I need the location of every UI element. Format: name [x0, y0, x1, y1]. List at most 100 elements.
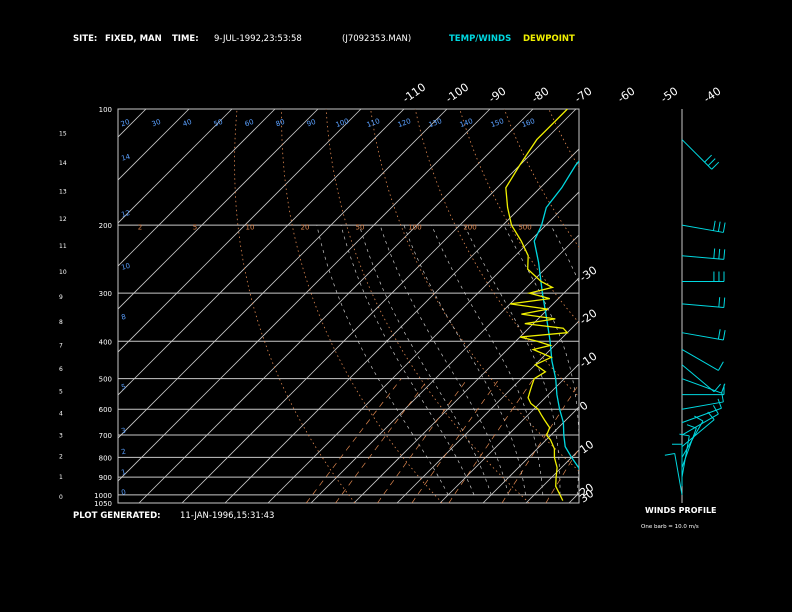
dewpoint-profile — [505, 109, 569, 501]
pressure-label-300: 300 — [99, 290, 112, 298]
barb-feather — [717, 329, 721, 340]
temperature-profile — [533, 160, 579, 471]
moist-adiabat — [316, 225, 449, 495]
barb-feather — [717, 221, 721, 232]
height-label-km: 14 — [120, 153, 131, 163]
adiabat-label-40: 40 — [182, 118, 193, 129]
wind-barb — [682, 384, 725, 396]
time-value: 9-JUL-1992,23:53:58 — [214, 34, 302, 44]
moist-adiabat — [503, 224, 579, 495]
pressure-label-700: 700 — [99, 432, 112, 440]
adiabat-label-30: 30 — [151, 118, 162, 129]
isotherm — [396, 320, 579, 503]
height-label-km: 0 — [120, 488, 126, 497]
mixing-ratio-line — [545, 447, 579, 503]
height-tick-4: 4 — [59, 411, 63, 418]
legend-dewpoint: DEWPOINT — [523, 34, 575, 44]
wind-barb — [681, 139, 720, 170]
height-label-km: 2 — [120, 447, 126, 456]
isotherm — [310, 234, 579, 503]
barb-feather — [707, 411, 715, 420]
winds-scale-note: One barb = 10.0 m/s — [641, 524, 699, 530]
height-tick-3: 3 — [59, 432, 63, 439]
barb-shaft — [681, 224, 724, 233]
file-name: (J7092353.MAN) — [342, 34, 411, 44]
wind-barbs — [664, 139, 726, 495]
barb-feather — [694, 415, 704, 422]
wind-barb — [681, 398, 722, 424]
legend-temp-winds: TEMP/WINDS — [449, 34, 511, 44]
barb-shaft — [681, 378, 722, 394]
height-tick-5: 5 — [59, 389, 63, 396]
barb-feather — [679, 433, 690, 437]
mixing-ratio-label-2: 2 — [138, 223, 142, 231]
dry-adiabat — [281, 109, 443, 503]
isotherm — [118, 109, 448, 439]
barb-feather — [723, 249, 726, 260]
mixing-ratio-line — [501, 383, 579, 503]
time-label: TIME: — [172, 34, 199, 44]
height-label-km: 12 — [120, 209, 131, 219]
grid-layer — [118, 109, 579, 503]
barb-feather — [712, 220, 716, 231]
mixing-ratio-label-500: 500 — [518, 223, 531, 231]
winds-profile-title: WINDS PROFILE — [645, 506, 717, 515]
wind-barb — [682, 271, 725, 283]
moist-adiabat — [340, 225, 475, 495]
isotherm — [118, 109, 319, 310]
barb-feather — [718, 297, 721, 308]
barb-feather — [713, 248, 716, 259]
barb-feather — [711, 161, 720, 170]
barb-feather — [723, 297, 726, 308]
height-tick-12: 12 — [59, 216, 67, 223]
barb-shaft — [681, 255, 724, 260]
barb-shaft — [681, 349, 719, 371]
isotherm — [224, 148, 579, 503]
moist-adiabat — [464, 224, 561, 495]
barb-feather — [712, 405, 719, 415]
mixing-ratio-label-200: 200 — [463, 223, 476, 231]
pressure-label-900: 900 — [99, 474, 112, 482]
adiabat-label-20: 20 — [120, 118, 131, 129]
mixing-ratio-label-100: 100 — [408, 223, 421, 231]
wind-barb — [664, 452, 683, 495]
adiabat-label-60: 60 — [244, 118, 255, 129]
barb-feather — [721, 392, 724, 403]
barb-feather — [717, 398, 722, 409]
height-tick-9: 9 — [59, 294, 63, 301]
isotherm — [118, 109, 491, 482]
isotherm — [138, 109, 534, 503]
adiabat-label-80: 80 — [275, 118, 286, 129]
barb-shaft — [681, 332, 724, 341]
isotherm — [118, 109, 276, 267]
barb-shaft — [681, 139, 713, 170]
isotherm — [118, 109, 362, 353]
wind-barb — [681, 248, 726, 260]
height-tick-0: 0 — [59, 494, 63, 501]
barb-shaft — [681, 303, 724, 309]
mixing-ratio-label-10: 10 — [246, 223, 255, 231]
height-label-km: 5 — [120, 383, 126, 392]
barb-feather — [717, 361, 724, 371]
plot-generated-value: 11-JAN-1996,15:31:43 — [180, 511, 274, 521]
pressure-label-1000: 1000 — [94, 492, 112, 500]
pressure-label-600: 600 — [99, 406, 112, 414]
wind-barb — [681, 220, 726, 233]
dry-adiabat — [234, 109, 356, 503]
moist-adiabat — [431, 224, 544, 495]
wind-barb — [681, 297, 726, 309]
barb-feather — [718, 248, 721, 259]
barb-feather — [707, 158, 716, 167]
height-label-km: 8 — [120, 313, 126, 322]
isotherm — [118, 109, 233, 224]
isotherm — [118, 109, 190, 181]
isotherm — [353, 277, 579, 503]
site-label: SITE: — [73, 34, 97, 44]
height-tick-14: 14 — [59, 160, 67, 167]
height-tick-15: 15 — [59, 130, 67, 137]
isotherm — [181, 109, 577, 503]
profile-layer — [505, 109, 579, 501]
mixing-ratio-label-20: 20 — [301, 223, 310, 231]
mixing-ratio-label-5: 5 — [193, 223, 197, 231]
